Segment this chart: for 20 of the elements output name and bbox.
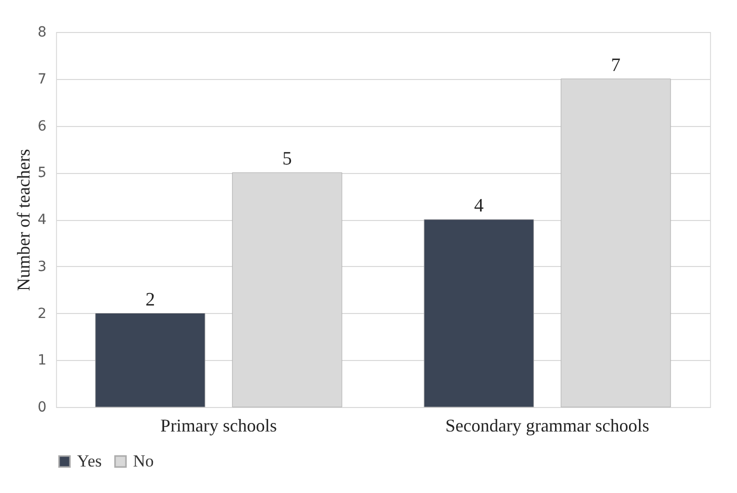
data-label: 2 [145, 289, 155, 310]
y-tick-label: 1 [38, 352, 46, 369]
y-tick-label: 5 [38, 165, 46, 182]
y-tick-label: 6 [38, 118, 47, 134]
x-tick-label: Primary schools [160, 416, 277, 436]
y-tick-label: 3 [38, 258, 46, 275]
legend-label: Yes [77, 452, 102, 471]
y-axis-title: Number of teachers [14, 149, 34, 291]
data-label: 5 [282, 148, 292, 170]
data-label: 7 [611, 54, 621, 76]
legend-label: No [133, 452, 154, 471]
y-tick-label: 7 [38, 71, 46, 88]
y-tick-label: 2 [38, 306, 46, 322]
bar [424, 219, 534, 408]
y-tick-label: 0 [38, 400, 46, 416]
data-label: 4 [474, 196, 484, 216]
y-tick-label: 8 [38, 24, 46, 40]
x-tick-label: Secondary grammar schools [445, 416, 650, 436]
bar [95, 313, 206, 408]
y-tick-label: 4 [38, 212, 47, 228]
